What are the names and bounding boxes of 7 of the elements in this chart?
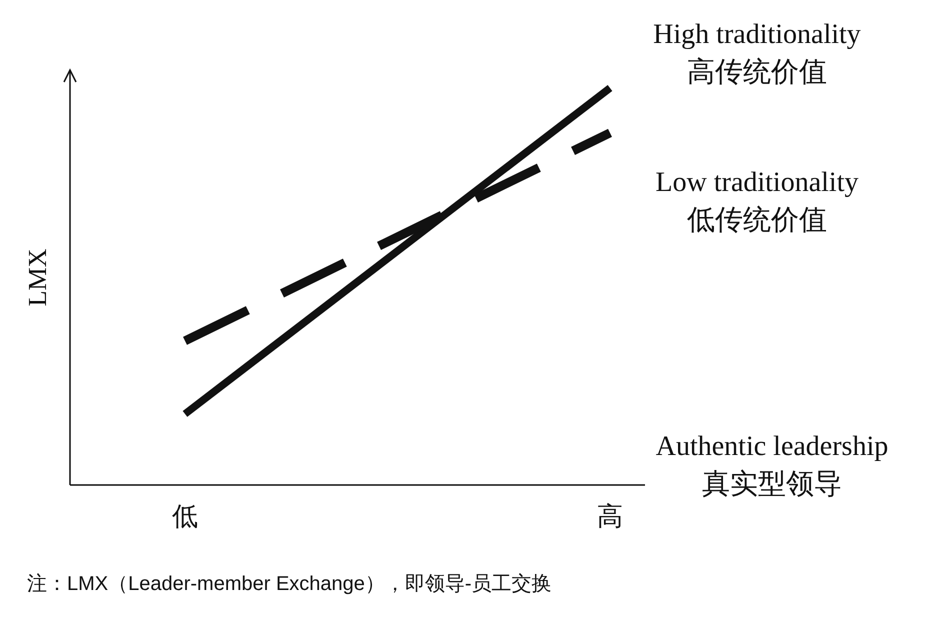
x-tick-label: 低 [172,501,198,531]
series-label: Low traditionality 低传统价值 [656,166,858,236]
annotation: 注：LMX（Leader-member Exchange），即领导-员工交换 [27,573,552,595]
y-axis-title: LMX [23,248,52,306]
x-tick-label: 高 [597,501,623,531]
x-axis-title: Authentic leadership 真实型领导 [656,431,888,500]
series-label: High traditionality 高传统价值 [653,19,861,88]
